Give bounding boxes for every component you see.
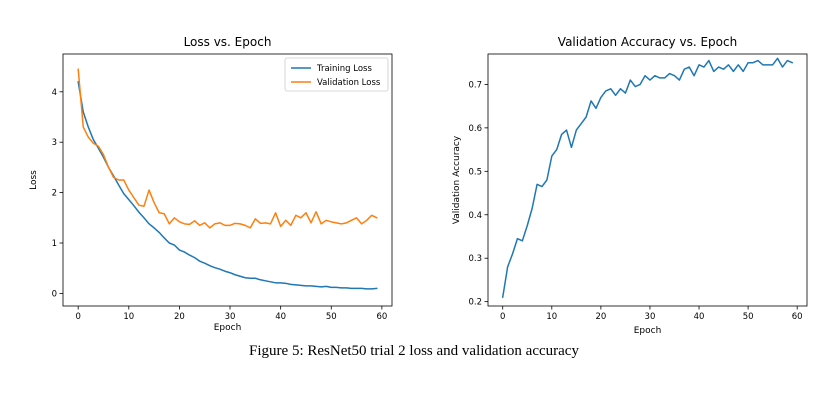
y-tick-label: 2 [52,189,57,199]
x-tick-label: 10 [546,312,557,322]
loss-y-axis-label: Loss [29,170,39,190]
accuracy-y-axis-label: Validation Accuracy [452,135,462,224]
loss-chart-title: Loss vs. Epoch [184,35,272,49]
accuracy-x-axis-label: Epoch [634,326,662,336]
x-tick-label: 30 [645,312,656,322]
loss-chart: Loss vs. Epoch 0 10 20 30 40 50 60 0 1 2 3 4 Epoch… [29,35,393,333]
x-tick-label: 10 [123,312,134,322]
y-tick-label: 0.2 [468,298,482,308]
y-tick-label: 0.6 [468,124,482,134]
loss-x-axis-label: Epoch [214,323,242,333]
x-tick-label: 20 [595,312,606,322]
accuracy-plot-frame [487,53,808,307]
series-line-validation-loss [77,68,378,229]
series-line-accuracy [501,57,794,299]
y-tick-label: 0.5 [468,167,482,177]
x-tick-label: 50 [743,312,754,322]
x-tick-label: 60 [792,312,803,322]
series-line-training-loss [77,80,378,290]
loss-x-ticks: 0 10 20 30 40 50 60 [75,306,387,322]
x-tick-label: 0 [75,312,80,322]
x-tick-label: 60 [376,312,387,322]
accuracy-x-ticks: 0 10 20 30 40 50 60 [500,306,803,322]
figure: Loss vs. Epoch 0 10 20 30 40 50 60 0 1 2 3 4 Epoch… [29,35,808,336]
figure-caption: Figure 5: ResNet50 trial 2 loss and vali… [249,343,579,359]
legend-label-validation-loss: Validation Loss [317,78,381,88]
y-tick-label: 3 [52,138,57,148]
loss-plot-frame [62,53,393,307]
x-tick-label: 50 [326,312,337,322]
x-tick-label: 30 [225,312,236,322]
x-tick-label: 0 [500,312,505,322]
loss-y-ticks: 0 1 2 3 4 [52,88,63,299]
y-tick-label: 0.7 [468,80,482,90]
loss-legend: Training Loss Validation Loss [284,57,389,92]
x-tick-label: 20 [174,312,185,322]
y-tick-label: 1 [52,239,57,249]
y-tick-label: 4 [52,88,57,98]
x-tick-label: 40 [275,312,286,322]
accuracy-chart-title: Validation Accuracy vs. Epoch [558,35,737,49]
x-tick-label: 40 [694,312,705,322]
accuracy-chart: Validation Accuracy vs. Epoch 0 10 20 30 40 5… [452,35,808,336]
accuracy-series [501,57,794,299]
loss-series [77,68,378,290]
y-tick-label: 0.3 [468,254,482,264]
y-tick-label: 0.4 [468,211,482,221]
y-tick-label: 0 [52,289,57,299]
legend-label-training-loss: Training Loss [316,64,372,74]
accuracy-y-ticks: 0.2 0.3 0.4 0.5 0.6 0.7 [468,80,488,308]
